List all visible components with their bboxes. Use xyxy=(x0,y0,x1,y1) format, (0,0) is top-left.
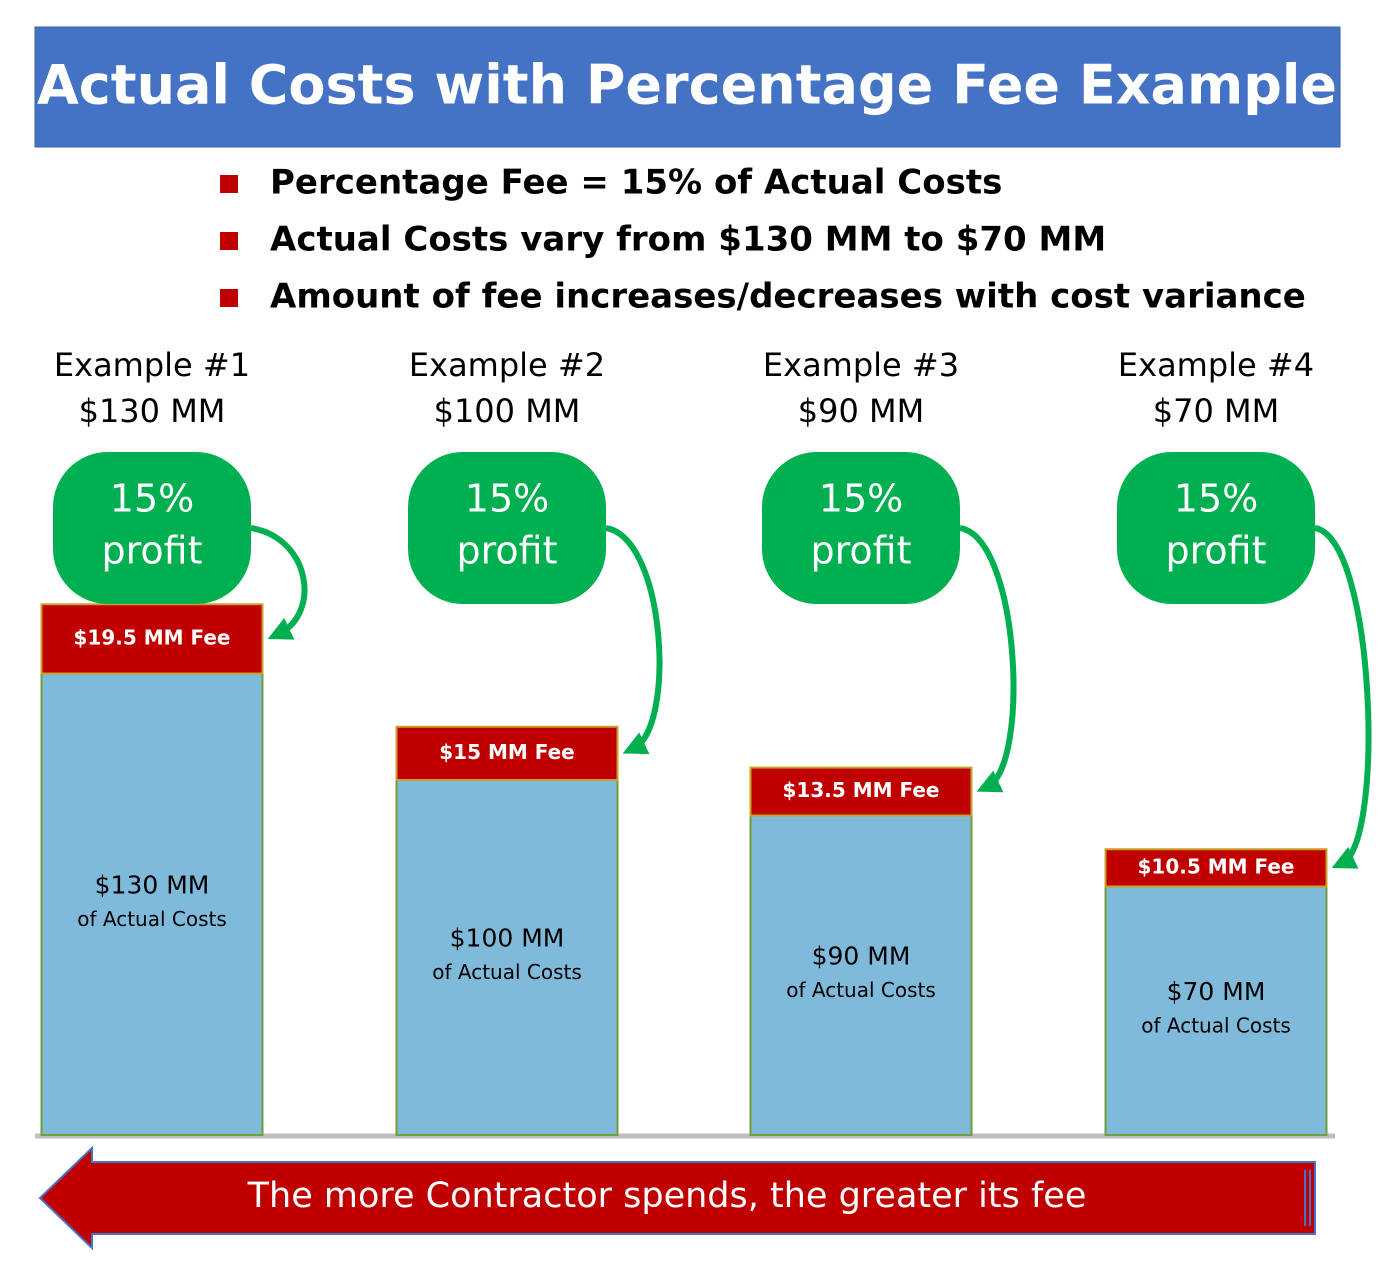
category-label: Example #2 xyxy=(409,346,605,384)
bar-segment xyxy=(749,766,973,817)
profit-bubble xyxy=(762,452,960,604)
category-total: $100 MM xyxy=(434,392,581,430)
profit-rate: 15% xyxy=(819,477,903,521)
category-label: Example #4 xyxy=(1118,346,1314,384)
cost-label: $130 MM xyxy=(95,870,210,899)
bullet-marker xyxy=(220,289,238,307)
category-total: $130 MM xyxy=(79,392,226,430)
cost-note: of Actual Costs xyxy=(432,960,582,984)
bar-segment xyxy=(40,603,264,675)
profit-arrow xyxy=(1314,525,1372,869)
bullet-text: Actual Costs vary from $130 MM to $70 MM xyxy=(270,220,1106,260)
category-label: Example #3 xyxy=(763,346,959,384)
profit-arrow xyxy=(605,525,663,755)
profit-rate: 15% xyxy=(110,477,194,521)
profit-label: profit xyxy=(1166,529,1267,573)
profit-rate: 15% xyxy=(465,477,549,521)
title-box xyxy=(34,26,1341,148)
category-label: Example #1 xyxy=(54,346,250,384)
profit-bubble xyxy=(53,452,251,604)
cost-label: $90 MM xyxy=(812,941,911,970)
category-total: $70 MM xyxy=(1153,392,1279,430)
bar-segment xyxy=(1104,848,1328,888)
bullet-text: Percentage Fee = 15% of Actual Costs xyxy=(270,163,1002,203)
category-total: $90 MM xyxy=(798,392,924,430)
cost-note: of Actual Costs xyxy=(77,907,227,931)
bar-segment xyxy=(749,814,973,1136)
bullet-marker xyxy=(220,175,238,193)
bullet-marker xyxy=(220,232,238,250)
fee-label: $13.5 MM Fee xyxy=(783,778,940,802)
bar-segment xyxy=(40,672,264,1136)
bar-segment xyxy=(395,725,619,781)
fee-label: $10.5 MM Fee xyxy=(1138,854,1295,878)
profit-label: profit xyxy=(102,529,203,573)
profit-rate: 15% xyxy=(1174,477,1258,521)
fee-label: $19.5 MM Fee xyxy=(74,625,231,649)
cost-label: $100 MM xyxy=(450,924,565,953)
footer-text: The more Contractor spends, the greater … xyxy=(247,1176,1087,1216)
fee-label: $15 MM Fee xyxy=(439,740,574,764)
profit-bubble xyxy=(1117,452,1315,604)
bar-segment xyxy=(395,779,619,1136)
profit-bubble xyxy=(408,452,606,604)
profit-arrow xyxy=(250,525,308,640)
profit-label: profit xyxy=(811,529,912,573)
bullet-text: Amount of fee increases/decreases with c… xyxy=(270,277,1306,317)
cost-label: $70 MM xyxy=(1167,977,1266,1006)
chart-title: Actual Costs with Percentage Fee Example xyxy=(37,54,1337,117)
profit-label: profit xyxy=(457,529,558,573)
profit-arrow xyxy=(959,525,1017,793)
cost-note: of Actual Costs xyxy=(786,978,936,1002)
cost-note: of Actual Costs xyxy=(1141,1013,1291,1037)
bar-segment xyxy=(1104,885,1328,1136)
footer-arrow xyxy=(38,1145,1316,1251)
